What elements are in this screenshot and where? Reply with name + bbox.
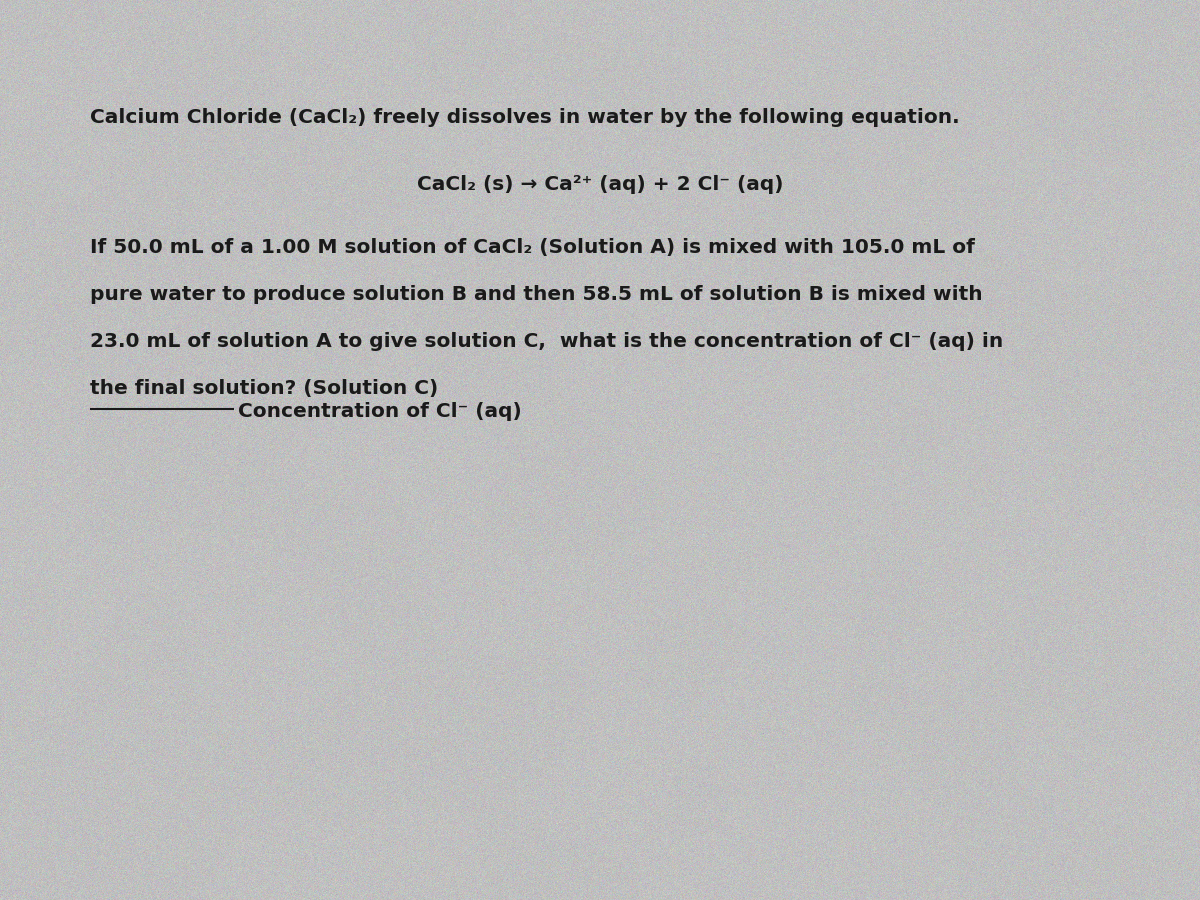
Text: 23.0 mL of solution A to give solution C,  what is the concentration of Cl⁻ (aq): 23.0 mL of solution A to give solution C… xyxy=(90,332,1003,351)
Text: Calcium Chloride (CaCl₂) freely dissolves in water by the following equation.: Calcium Chloride (CaCl₂) freely dissolve… xyxy=(90,108,960,127)
Text: pure water to produce solution B and then 58.5 mL of solution B is mixed with: pure water to produce solution B and the… xyxy=(90,285,983,304)
Text: CaCl₂ (s) → Ca²⁺ (aq) + 2 Cl⁻ (aq): CaCl₂ (s) → Ca²⁺ (aq) + 2 Cl⁻ (aq) xyxy=(416,176,784,194)
Text: the final solution? (Solution C): the final solution? (Solution C) xyxy=(90,379,438,398)
Text: Concentration of Cl⁻ (aq): Concentration of Cl⁻ (aq) xyxy=(238,402,521,421)
Text: If 50.0 mL of a 1.00 M solution of CaCl₂ (Solution A) is mixed with 105.0 mL of: If 50.0 mL of a 1.00 M solution of CaCl₂… xyxy=(90,238,974,257)
